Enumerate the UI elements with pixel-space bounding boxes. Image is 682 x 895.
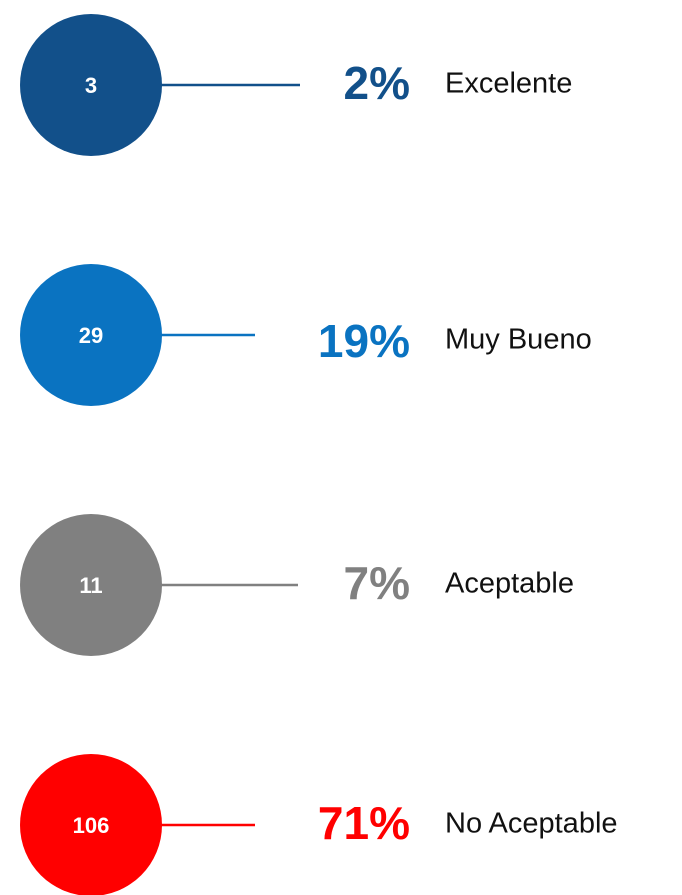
count-circle — [20, 514, 162, 656]
count-label: 3 — [85, 73, 97, 98]
count-label: 29 — [79, 323, 103, 348]
count-circle — [20, 754, 162, 895]
category-label: Excelente — [445, 68, 572, 100]
count-label: 11 — [79, 573, 102, 598]
percent-label: 2% — [344, 57, 410, 109]
count-label: 106 — [73, 813, 110, 838]
count-circle — [20, 14, 162, 156]
percent-label: 19% — [318, 315, 410, 367]
category-label: Aceptable — [445, 568, 574, 600]
percent-label: 7% — [344, 557, 410, 609]
category-label: No Aceptable — [445, 808, 618, 840]
count-circle — [20, 264, 162, 406]
category-label: Muy Bueno — [445, 324, 592, 356]
percent-label: 71% — [318, 797, 410, 849]
